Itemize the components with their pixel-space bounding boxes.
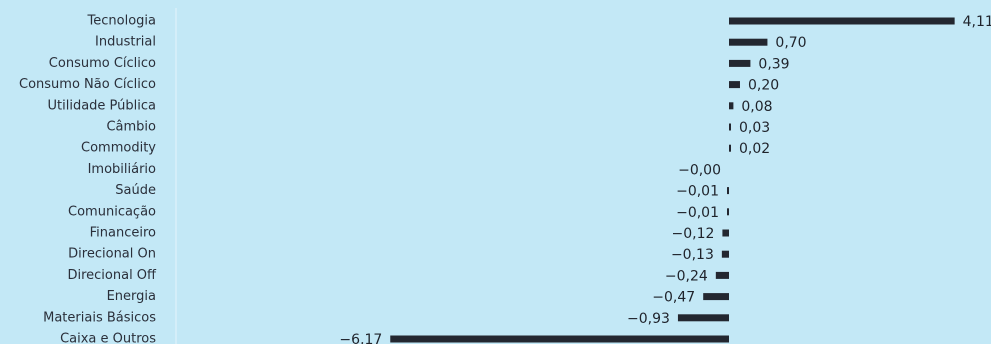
value-label: −0,24 [665, 268, 708, 284]
bar [727, 208, 729, 216]
bar [390, 335, 729, 343]
bar [729, 102, 734, 110]
value-label: 0,70 [775, 35, 806, 51]
bar [715, 271, 729, 279]
category-label: Utilidade Pública [48, 98, 157, 113]
value-label: −6,17 [339, 332, 382, 344]
value-label: 0,39 [758, 56, 789, 72]
value-label: 0,20 [748, 78, 779, 94]
category-label: Financeiro [90, 226, 156, 241]
category-label: Energia [107, 289, 156, 304]
value-label: 0,02 [739, 141, 770, 157]
category-label: Tecnologia [87, 14, 156, 29]
category-label: Caixa e Outros [60, 332, 156, 344]
value-label: 0,08 [741, 99, 772, 115]
value-label: −0,47 [652, 290, 695, 306]
value-label: 4,11 [963, 14, 991, 30]
bar [729, 123, 731, 131]
value-label: −0,13 [671, 247, 714, 263]
bar [721, 250, 729, 258]
category-label: Imobiliário [88, 162, 156, 177]
value-label: −0,00 [678, 162, 721, 178]
category-labels: Tecnologia Industrial Consumo Cíclico Consu… [19, 14, 157, 344]
category-label: Direcional On [68, 247, 156, 262]
category-label: Saúde [115, 183, 156, 198]
value-labels: 4,11 0,70 0,39 0,20 0,08 0,03 0,02 −0,00 −0,01 −0… [339, 14, 991, 344]
category-label: Commodity [81, 141, 156, 156]
bar [729, 59, 751, 67]
category-label: Consumo Cíclico [49, 56, 156, 71]
value-label: −0,01 [676, 184, 719, 200]
bar [727, 187, 729, 195]
value-label: 0,03 [739, 120, 770, 136]
bar [729, 17, 955, 25]
bar [677, 314, 729, 322]
category-label: Industrial [95, 35, 156, 50]
bar [729, 144, 731, 152]
bar [729, 81, 740, 89]
category-label: Câmbio [106, 120, 156, 135]
value-label: −0,12 [672, 226, 715, 242]
value-label: −0,93 [627, 311, 670, 327]
category-label: Materiais Básicos [43, 310, 156, 325]
category-label: Comunicação [68, 204, 156, 219]
bar [703, 293, 729, 301]
category-label: Consumo Não Cíclico [19, 77, 156, 92]
value-label: −0,01 [676, 205, 719, 221]
bar [722, 229, 729, 237]
category-label: Direcional Off [67, 268, 157, 283]
bars [390, 17, 955, 343]
bar [729, 38, 768, 46]
